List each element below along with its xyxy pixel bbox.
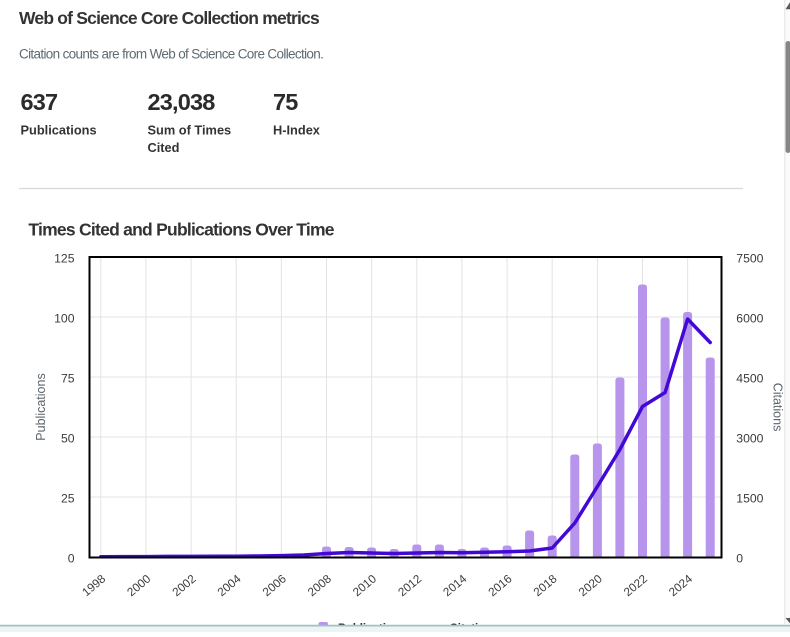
svg-text:Sum of Times: Sum of Times (148, 122, 232, 137)
svg-text:Publications: Publications (21, 122, 97, 137)
svg-text:Publications: Publications (34, 373, 48, 440)
svg-text:H-Index: H-Index (273, 122, 321, 137)
svg-text:Web of Science Core Collection: Web of Science Core Collection metrics (19, 8, 320, 28)
svg-text:75: 75 (273, 89, 298, 115)
svg-text:Citations: Citations (771, 383, 785, 432)
svg-text:2010: 2010 (350, 571, 379, 599)
svg-text:100: 100 (54, 312, 75, 326)
svg-text:2022: 2022 (621, 572, 650, 600)
svg-text:4500: 4500 (736, 372, 763, 386)
svg-text:Citation counts are from Web o: Citation counts are from Web of Science … (19, 47, 323, 62)
svg-text:75: 75 (61, 372, 75, 386)
svg-text:Times Cited and Publications O: Times Cited and Publications Over Time (28, 220, 334, 240)
svg-text:7500: 7500 (736, 252, 763, 266)
svg-text:2014: 2014 (440, 571, 469, 599)
svg-text:2006: 2006 (260, 571, 289, 599)
svg-text:0: 0 (736, 552, 743, 566)
svg-text:1998: 1998 (79, 571, 108, 599)
svg-text:2008: 2008 (305, 571, 334, 599)
svg-text:1500: 1500 (736, 492, 763, 506)
svg-text:2024: 2024 (666, 571, 695, 599)
svg-text:50: 50 (61, 432, 75, 446)
svg-text:2018: 2018 (531, 571, 560, 599)
svg-text:6000: 6000 (736, 312, 763, 326)
svg-text:2016: 2016 (485, 571, 514, 599)
svg-text:3000: 3000 (736, 432, 763, 446)
svg-text:2004: 2004 (215, 571, 244, 599)
svg-text:125: 125 (54, 252, 75, 266)
svg-text:2000: 2000 (124, 571, 153, 599)
svg-text:637: 637 (21, 89, 59, 115)
svg-text:2020: 2020 (576, 571, 605, 599)
svg-text:0: 0 (68, 552, 75, 566)
svg-text:25: 25 (61, 492, 75, 506)
svg-text:23,038: 23,038 (148, 89, 216, 115)
svg-text:2002: 2002 (169, 572, 198, 600)
svg-text:2012: 2012 (395, 572, 424, 600)
svg-text:Cited: Cited (148, 140, 180, 155)
